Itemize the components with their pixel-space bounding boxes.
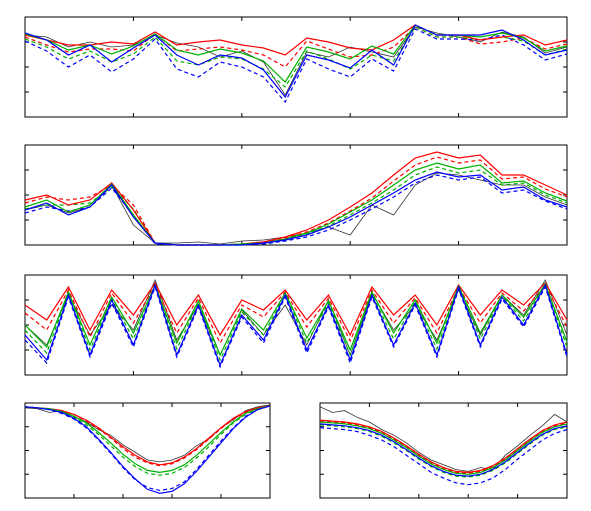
series-line	[24, 171, 568, 246]
series-line	[24, 151, 568, 246]
series-line	[24, 405, 271, 474]
series-line	[319, 424, 568, 478]
series-line	[24, 405, 271, 467]
series-line	[319, 406, 568, 472]
series-line	[24, 24, 568, 83]
series-line	[24, 174, 568, 246]
plot-frame	[24, 402, 271, 499]
series-line	[319, 423, 568, 477]
series-line	[24, 28, 568, 104]
series-line	[319, 421, 568, 475]
series-line	[24, 26, 568, 88]
series-line	[24, 166, 568, 246]
series-line	[24, 283, 568, 345]
series-line	[319, 427, 568, 486]
series-line	[24, 285, 568, 369]
series-line	[24, 405, 271, 466]
series-line	[24, 405, 271, 476]
series-line	[24, 162, 568, 246]
series-line	[319, 419, 568, 474]
series-line	[24, 278, 568, 357]
series-line	[24, 283, 568, 362]
series-line	[24, 283, 568, 367]
series-line	[24, 26, 568, 96]
series-line	[24, 405, 271, 492]
series-line	[24, 26, 568, 68]
series-line	[24, 282, 568, 357]
series-line	[319, 420, 568, 474]
series-line	[24, 405, 271, 494]
plot-frame	[24, 16, 568, 118]
series-line	[24, 24, 568, 56]
series-line	[24, 281, 568, 337]
series-line	[24, 24, 568, 99]
